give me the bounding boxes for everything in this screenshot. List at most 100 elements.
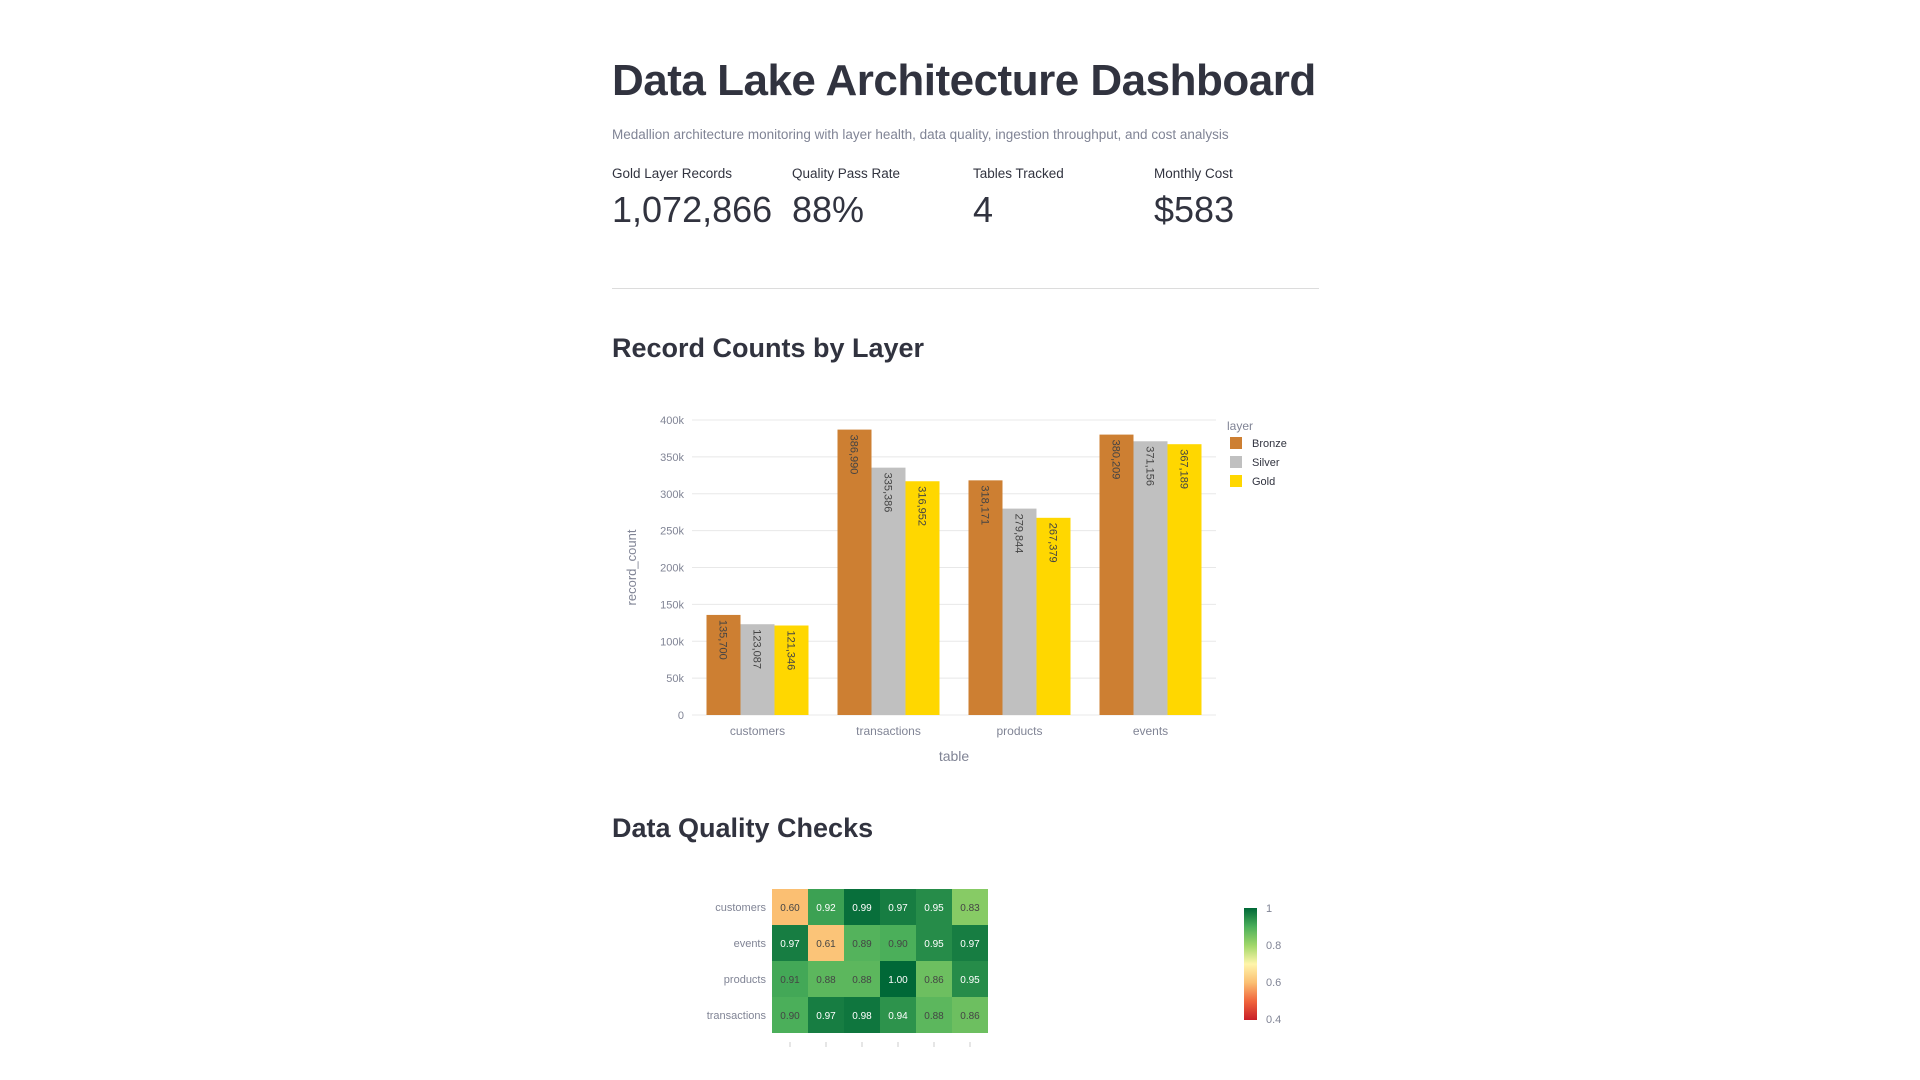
metric-label: Tables Tracked [973,166,1064,181]
y-tick-label: 0 [678,710,684,722]
heatmap-cell [916,925,952,961]
heatmap-cell-label: 0.89 [852,939,872,950]
heatmap-cell [772,961,808,997]
metric-tables-tracked: Tables Tracked 4 [973,166,1153,231]
heatmap-cell [880,961,916,997]
heatmap-cell-label: 0.83 [960,903,980,914]
quality-heatmap: customers 0.60 0.92 0.99 0.97 0.95 0.83 events 0… [707,889,1281,1047]
heatmap-cell [916,997,952,1033]
heatmap-cell-label: 0.88 [924,1011,944,1022]
heatmap-cell-label: 0.91 [780,975,800,986]
legend-label-bronze: Bronze [1252,438,1287,450]
heatmap-cell [808,961,844,997]
metric-label: Monthly Cost [1154,166,1233,181]
heatmap-cell-label: 0.90 [780,1011,800,1022]
heatmap-cell [844,997,880,1033]
bar-data-label: 371,156 [1144,446,1156,486]
heatmap-cell [844,889,880,925]
heatmap-cell-label: 0.94 [888,1011,908,1022]
row-label: customers [715,902,766,914]
heatmap-cell-label: 1.00 [888,975,908,986]
bar-data-label: 135,700 [717,620,729,660]
x-tick-label: transactions [856,724,921,738]
section-title-records: Record Counts by Layer [612,333,925,363]
record-counts-bar-chart: 0 50k 100k 150k 200k 250k 300k 350k 400k 135,700 1… [624,415,1287,764]
colorbar-tick-label: 1 [1266,903,1272,915]
y-axis-title: record_count [624,529,639,605]
heatmap-cell-label: 0.95 [924,939,944,950]
bar-data-label: 279,844 [1013,514,1025,554]
bar-data-label: 367,189 [1178,449,1190,489]
bar-gold-customers [774,625,809,715]
colorbar [1244,908,1257,1020]
metric-quality-pass-rate: Quality Pass Rate 88% [792,166,972,231]
bar-gold-products [1036,517,1071,715]
heatmap-cell-label: 0.97 [780,939,800,950]
heatmap-cell [772,925,808,961]
y-tick-label: 150k [660,599,684,611]
heatmap-cell [808,925,844,961]
heatmap-cell [844,961,880,997]
y-tick-label: 400k [660,415,684,427]
metric-gold-records: Gold Layer Records 1,072,866 [612,166,792,231]
colorbar-tick-label: 0.4 [1266,1014,1281,1026]
metric-monthly-cost: Monthly Cost $583 [1154,166,1334,231]
y-tick-label: 250k [660,526,684,538]
heatmap-cell-label: 0.97 [888,903,908,914]
heatmap-cell [880,925,916,961]
heatmap-cell-label: 0.99 [852,903,872,914]
page-subtitle: Medallion architecture monitoring with l… [612,127,1229,142]
bar-data-label: 386,990 [848,435,860,475]
bar-silver-events [1133,441,1168,715]
heatmap-cell [844,925,880,961]
bar-data-label: 316,952 [916,486,928,526]
heatmap-cell-label: 0.95 [960,975,980,986]
heatmap-cell-label: 0.60 [780,903,800,914]
heatmap-cell [952,997,988,1033]
bar-silver-products [1002,508,1037,715]
heatmap-cell-label: 0.98 [852,1011,872,1022]
bar-data-label: 318,171 [979,485,991,525]
heatmap-cell [952,961,988,997]
heatmap-cell-label: 0.90 [888,939,908,950]
heatmap-cell-label: 0.86 [960,1011,980,1022]
heatmap-cell [772,997,808,1033]
x-tick-label: products [996,724,1042,738]
colorbar-tick-label: 0.8 [1266,940,1281,952]
x-tick-label: events [1133,724,1168,738]
row-label: events [734,938,767,950]
x-tick-label: customers [730,724,785,738]
metric-value: $583 [1154,189,1235,230]
bar-data-label: 123,087 [751,629,763,669]
bar-bronze-customers [706,614,741,715]
legend-title: layer [1227,419,1253,433]
row-label: products [724,974,767,986]
bar-silver-transactions [871,467,906,715]
y-tick-label: 100k [660,636,684,648]
legend-label-silver: Silver [1252,457,1280,469]
heatmap-cell-label: 0.88 [852,975,872,986]
heatmap-cell-label: 0.86 [924,975,944,986]
heatmap-cell-label: 0.88 [816,975,836,986]
legend-label-gold: Gold [1252,476,1275,488]
colorbar-tick-label: 0.6 [1266,977,1281,989]
heatmap-cell [952,889,988,925]
heatmap-cell [952,925,988,961]
divider [612,288,1319,289]
bar-bronze-events [1099,434,1134,715]
y-tick-label: 50k [666,673,684,685]
heatmap-cell [916,961,952,997]
x-axis-title: table [939,748,970,764]
heatmap-cell-label: 0.97 [960,939,980,950]
bar-gold-events [1167,444,1202,715]
heatmap-cell [772,889,808,925]
legend-swatch-silver [1230,456,1242,468]
y-tick-label: 350k [660,452,684,464]
bar-bronze-transactions [837,429,872,715]
metric-value: 1,072,866 [612,189,773,230]
bar-data-label: 335,386 [882,473,894,513]
heatmap-cell [808,997,844,1033]
bar-data-label: 380,209 [1110,440,1122,480]
heatmap-cell [808,889,844,925]
y-tick-label: 200k [660,563,684,575]
